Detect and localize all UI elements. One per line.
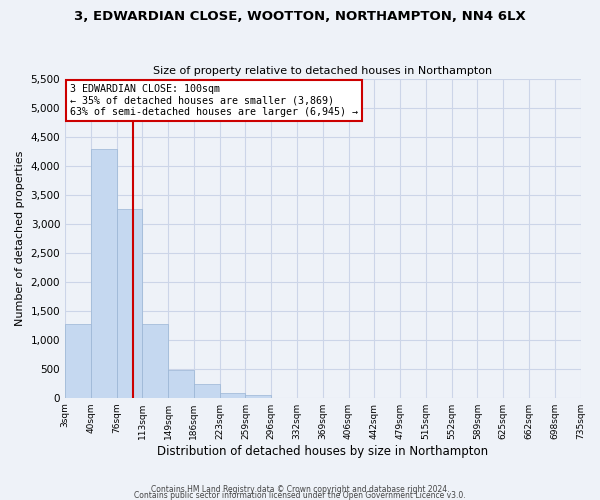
Bar [194, 384, 220, 398]
Text: 3 EDWARDIAN CLOSE: 100sqm
← 35% of detached houses are smaller (3,869)
63% of se: 3 EDWARDIAN CLOSE: 100sqm ← 35% of detac… [70, 84, 358, 117]
X-axis label: Distribution of detached houses by size in Northampton: Distribution of detached houses by size … [157, 444, 488, 458]
Bar [168, 370, 194, 398]
Text: Contains public sector information licensed under the Open Government Licence v3: Contains public sector information licen… [134, 490, 466, 500]
Bar [220, 393, 245, 398]
Bar [116, 209, 142, 398]
Bar [142, 324, 168, 398]
Text: 3, EDWARDIAN CLOSE, WOOTTON, NORTHAMPTON, NN4 6LX: 3, EDWARDIAN CLOSE, WOOTTON, NORTHAMPTON… [74, 10, 526, 23]
Y-axis label: Number of detached properties: Number of detached properties [15, 150, 25, 326]
Text: Contains HM Land Registry data © Crown copyright and database right 2024.: Contains HM Land Registry data © Crown c… [151, 484, 449, 494]
Title: Size of property relative to detached houses in Northampton: Size of property relative to detached ho… [153, 66, 493, 76]
Bar [65, 324, 91, 398]
Bar [245, 395, 271, 398]
Bar [91, 148, 116, 398]
